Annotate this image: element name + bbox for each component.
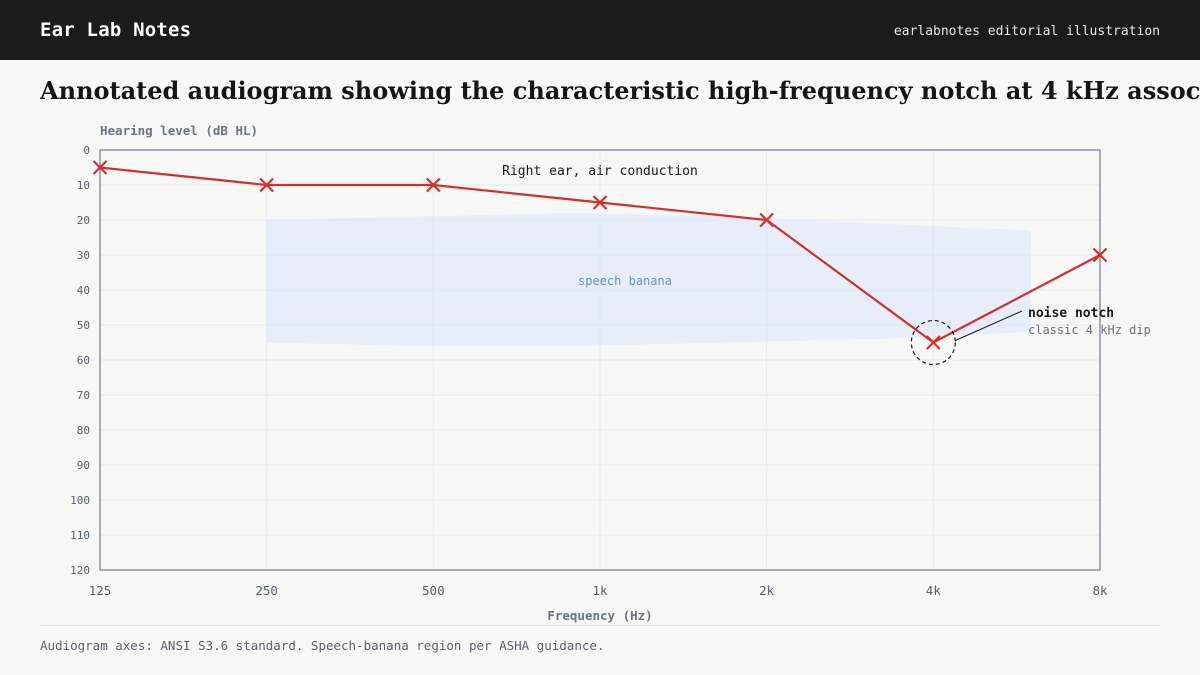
data-point-marker-x [92,160,108,175]
footer-divider [40,625,1160,626]
y-tick-label: 50 [77,319,90,332]
y-tick-label: 30 [77,249,90,262]
y-tick-label: 110 [70,529,90,542]
x-axis-title: Frequency (Hz) [547,608,652,623]
y-tick-label: 40 [77,284,90,297]
y-tick-label: 20 [77,214,90,227]
speech-banana-label: speech banana [578,274,672,288]
y-tick-label: 100 [70,494,90,507]
marker-stroke [259,177,274,193]
y-tick-label: 70 [77,389,90,402]
data-point-marker-x [592,195,608,210]
marker-stroke [92,160,108,175]
y-tick-label: 10 [77,179,90,192]
marker-stroke [1092,247,1108,263]
annotation-subtitle: classic 4 kHz dip [1028,323,1151,337]
y-tick-label: 0 [83,144,90,157]
x-tick-label: 1k [592,583,608,598]
data-point-marker-x [926,335,941,350]
plot-frame-layer [99,149,1101,571]
brand-logo-text[interactable]: Ear Lab Notes [40,19,192,41]
notch-highlight-circle [910,319,956,366]
axis-layer: Hearing level (dB HL) 0 10 20 30 40 50 60 70 80 90… [70,123,1108,623]
y-tick-label: 90 [77,459,90,472]
y-tick-label: 120 [70,564,90,577]
annotation-title: noise notch [1028,306,1114,321]
data-point-marker-x [759,212,774,228]
x-tick-label: 2k [759,583,775,598]
grid-layer [99,149,1101,571]
x-tick-label: 8k [1092,583,1108,598]
y-tick-label: 60 [77,354,90,367]
series-label: Right ear, air conduction [502,164,698,179]
x-tick-label: 4k [926,583,942,598]
x-tick-label: 125 [89,583,112,598]
marker-stroke [592,195,608,210]
annotation-layer: noise notch classic 4 kHz dip [910,306,1151,366]
data-point-marker-x [1092,247,1108,263]
annotation-leader-line [955,310,1023,341]
source-note: Audiogram axes: ANSI S3.6 standard. Spee… [40,638,605,653]
plot-frame [99,149,1101,571]
x-tick-label: 250 [255,583,278,598]
marker-stroke [426,177,441,193]
speech-banana-layer: speech banana [266,213,1031,346]
data-point-marker-x [426,177,441,193]
marker-stroke [926,335,941,350]
top-bar: Ear Lab Notes earlabnotes editorial illu… [0,0,1200,60]
y-axis-title: Hearing level (dB HL) [100,123,258,138]
speech-banana-region [266,213,1031,346]
tagline: earlabnotes editorial illustration [893,24,1160,39]
series-layer: Right ear, air conduction [92,160,1108,350]
marker-stroke [759,212,774,228]
page-title: Annotated audiogram showing the characte… [40,76,1200,105]
data-point-marker-x [259,177,274,193]
y-tick-label: 80 [77,424,90,437]
x-tick-label: 500 [422,583,445,598]
